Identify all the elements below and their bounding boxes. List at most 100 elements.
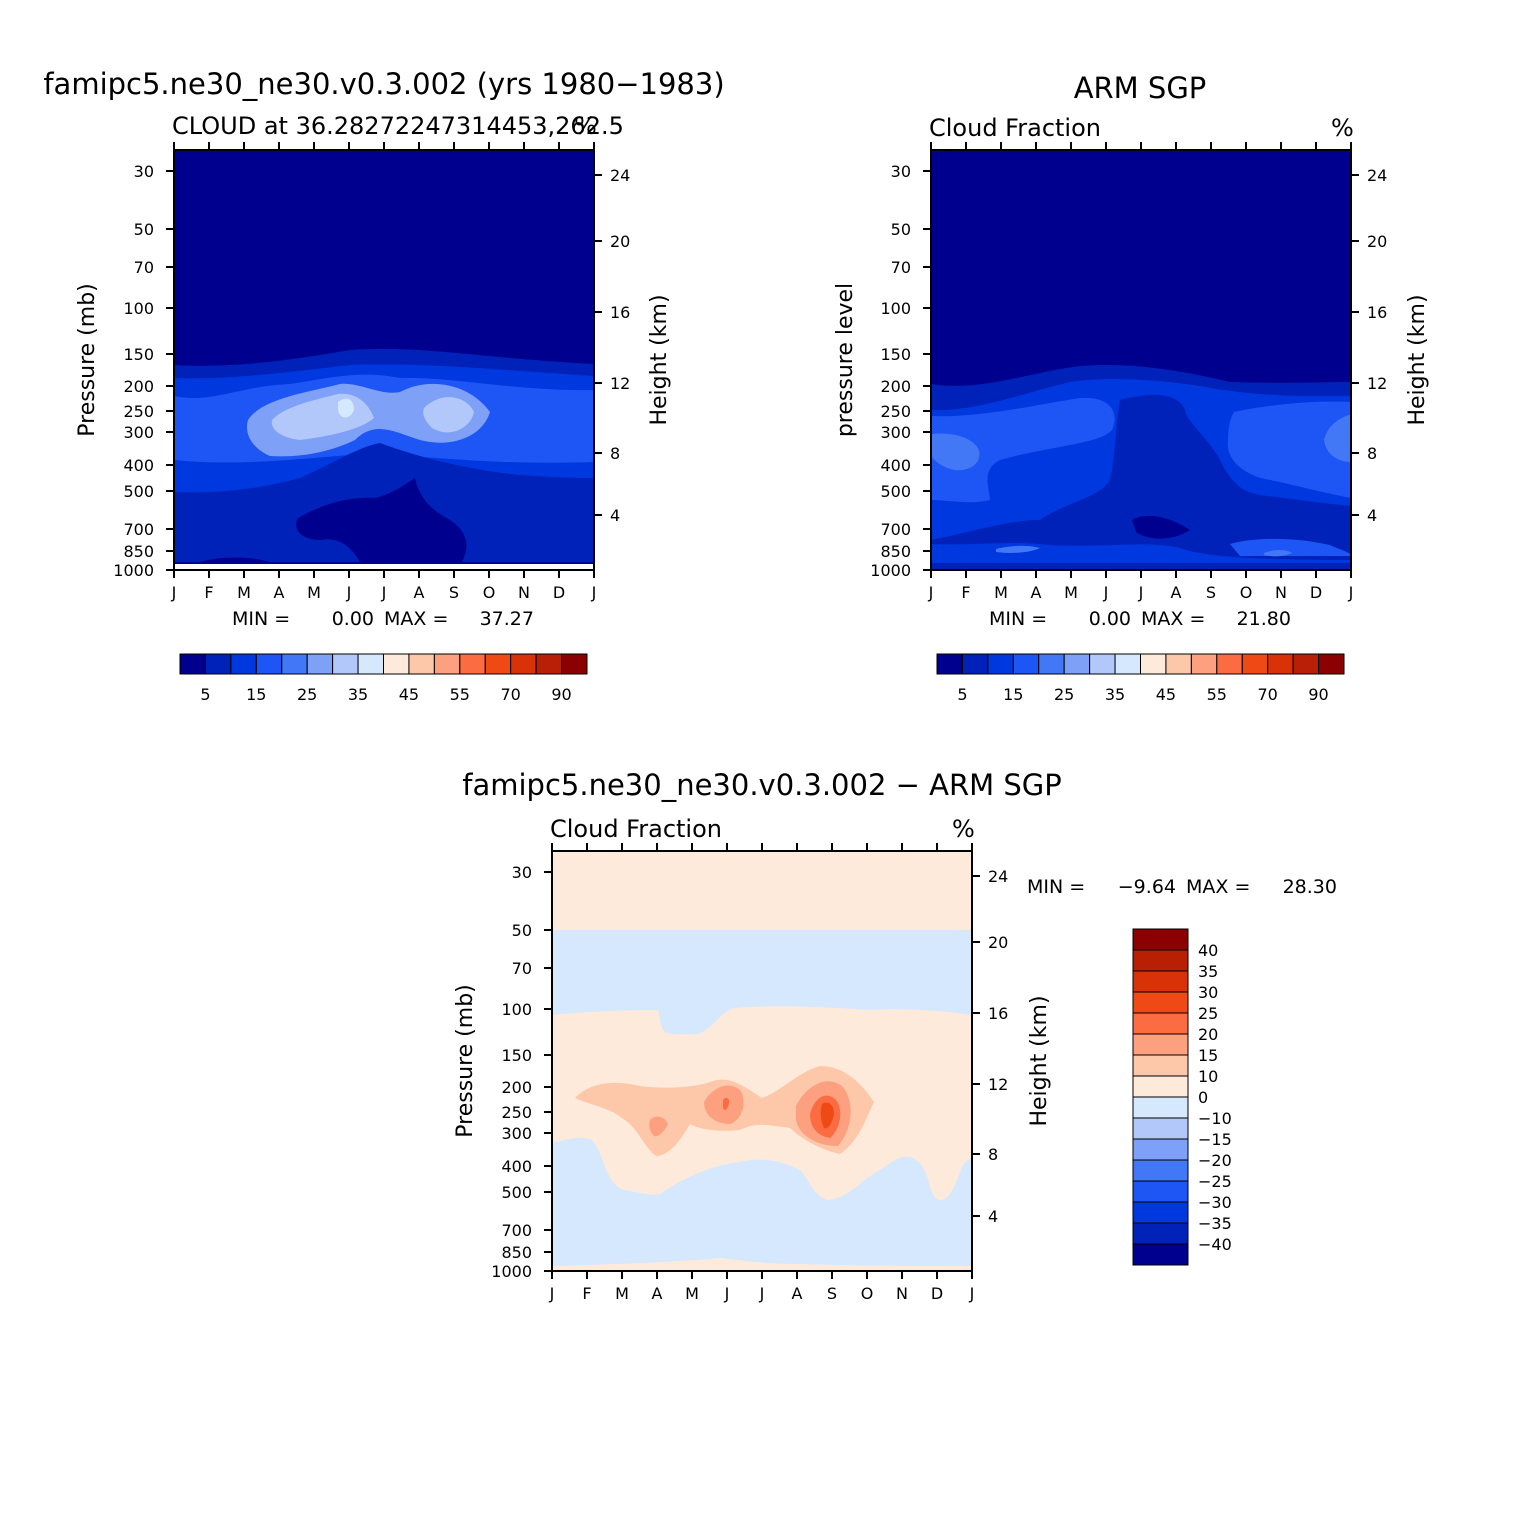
colorbar-box <box>1132 1096 1189 1119</box>
x-tick-label: J <box>969 1284 975 1303</box>
colorbar-box <box>1318 653 1345 675</box>
y2-tick-label: 16 <box>988 1004 1008 1023</box>
y-tick-label: 300 <box>880 423 911 442</box>
x-tick-label: J <box>1348 583 1354 602</box>
x-tick-label: J <box>591 583 597 602</box>
colorbar-box <box>179 653 206 675</box>
colorbar-box <box>1132 1033 1189 1056</box>
colorbar-box <box>936 653 963 675</box>
x-tick-label: S <box>449 583 459 602</box>
contour-band <box>931 397 1115 503</box>
colorbar-box <box>281 653 308 675</box>
colorbar-box <box>1114 653 1141 675</box>
colorbar-label: 70 <box>501 685 521 704</box>
x-tick-label: J <box>171 583 177 602</box>
colorbar-label: 90 <box>551 685 571 704</box>
colorbar-box <box>1165 653 1192 675</box>
contour-band <box>1264 550 1292 557</box>
colorbar-box <box>961 653 989 675</box>
y-tick-label: 250 <box>123 402 154 421</box>
panel-model-min-label: MIN = <box>232 608 290 630</box>
colorbar-label: 0 <box>1198 1088 1208 1107</box>
colorbar-box <box>1132 991 1189 1014</box>
contour-band <box>1230 538 1351 556</box>
colorbar-label: −10 <box>1198 1109 1232 1128</box>
y2-tick-label: 8 <box>1367 444 1377 463</box>
y-tick-label: 300 <box>123 423 154 442</box>
colorbar-box <box>1132 970 1189 993</box>
colorbar-label: 35 <box>1105 685 1125 704</box>
panel-obs-ylabel-right: Height (km) <box>1405 294 1430 425</box>
x-tick-label: J <box>1138 583 1144 602</box>
x-tick-label: O <box>861 1284 874 1303</box>
colorbar-label: −35 <box>1198 1214 1232 1233</box>
contour-band <box>1324 414 1351 462</box>
x-tick-label: J <box>724 1284 730 1303</box>
colorbar-box <box>1132 1012 1189 1035</box>
y2-tick-label: 20 <box>1367 232 1387 251</box>
y2-tick-label: 20 <box>988 933 1008 952</box>
x-tick-label: A <box>1171 583 1182 602</box>
y2-tick-label: 4 <box>610 506 620 525</box>
colorbar-label: 40 <box>1198 941 1218 960</box>
x-tick-label: M <box>307 583 321 602</box>
colorbar-label: −40 <box>1198 1235 1232 1254</box>
y-tick-label: 400 <box>123 456 154 475</box>
panel-diff-units: % <box>952 815 975 843</box>
panel-diff-min-value: −9.64 <box>1118 876 1176 898</box>
colorbar-box <box>255 653 283 675</box>
contour-band <box>649 1116 668 1137</box>
panel-diff-contours <box>552 851 972 1271</box>
y-tick-label: 200 <box>880 377 911 396</box>
y-tick-label: 150 <box>880 345 911 364</box>
panel-obs-left-string: Cloud Fraction <box>929 114 1101 142</box>
colorbar-box <box>561 653 588 675</box>
y-tick-label: 400 <box>880 456 911 475</box>
y-tick-label: 850 <box>501 1243 532 1262</box>
colorbar-box <box>1190 653 1218 675</box>
panel-obs-max-label: MAX = <box>1141 608 1205 630</box>
colorbar-box <box>1132 1138 1189 1161</box>
y2-tick-label: 4 <box>1367 506 1377 525</box>
colorbar-box <box>1132 1075 1189 1098</box>
x-tick-label: A <box>1031 583 1042 602</box>
colorbar-label: 45 <box>1156 685 1176 704</box>
colorbar-label: 25 <box>1198 1004 1218 1023</box>
contour-band <box>931 394 1351 570</box>
colorbar-label: 15 <box>1003 685 1023 704</box>
colorbar-box <box>535 653 563 675</box>
panel-model-y2-ticks: 24 20 16 12 8 4 <box>594 166 630 525</box>
colorbar-box <box>306 653 334 675</box>
colorbar-box <box>1063 653 1091 675</box>
y-tick-label: 500 <box>880 482 911 501</box>
colorbar-box <box>230 653 257 675</box>
x-tick-label: S <box>827 1284 837 1303</box>
colorbar-label: 20 <box>1198 1025 1218 1044</box>
contour-band <box>338 398 354 418</box>
colorbar-label: 35 <box>348 685 368 704</box>
colorbar-label: 25 <box>1054 685 1074 704</box>
contour-band <box>552 1258 972 1271</box>
panel-diff-y2-ticks: 24 20 16 12 8 4 <box>972 867 1008 1226</box>
y2-tick-label: 24 <box>610 166 630 185</box>
y2-tick-label: 8 <box>988 1145 998 1164</box>
colorbar-box <box>987 653 1014 675</box>
x-tick-label: M <box>237 583 251 602</box>
contour-band <box>552 1137 972 1271</box>
x-tick-label: F <box>582 1284 591 1303</box>
x-tick-label: A <box>274 583 285 602</box>
colorbar-box <box>1132 928 1189 951</box>
x-tick-label: J <box>346 583 352 602</box>
panel-diff-ylabel: Pressure (mb) <box>453 984 478 1138</box>
x-tick-label: S <box>1206 583 1216 602</box>
colorbar-label: 90 <box>1308 685 1328 704</box>
colorbar-box <box>510 653 537 675</box>
x-tick-label: D <box>553 583 565 602</box>
y-tick-label: 850 <box>123 542 154 561</box>
panel-model: famipc5.ne30_ne30.v0.3.002 (yrs 1980−198… <box>43 67 724 704</box>
panel-model-ylabel: Pressure (mb) <box>75 283 100 437</box>
y2-tick-label: 16 <box>1367 303 1387 322</box>
